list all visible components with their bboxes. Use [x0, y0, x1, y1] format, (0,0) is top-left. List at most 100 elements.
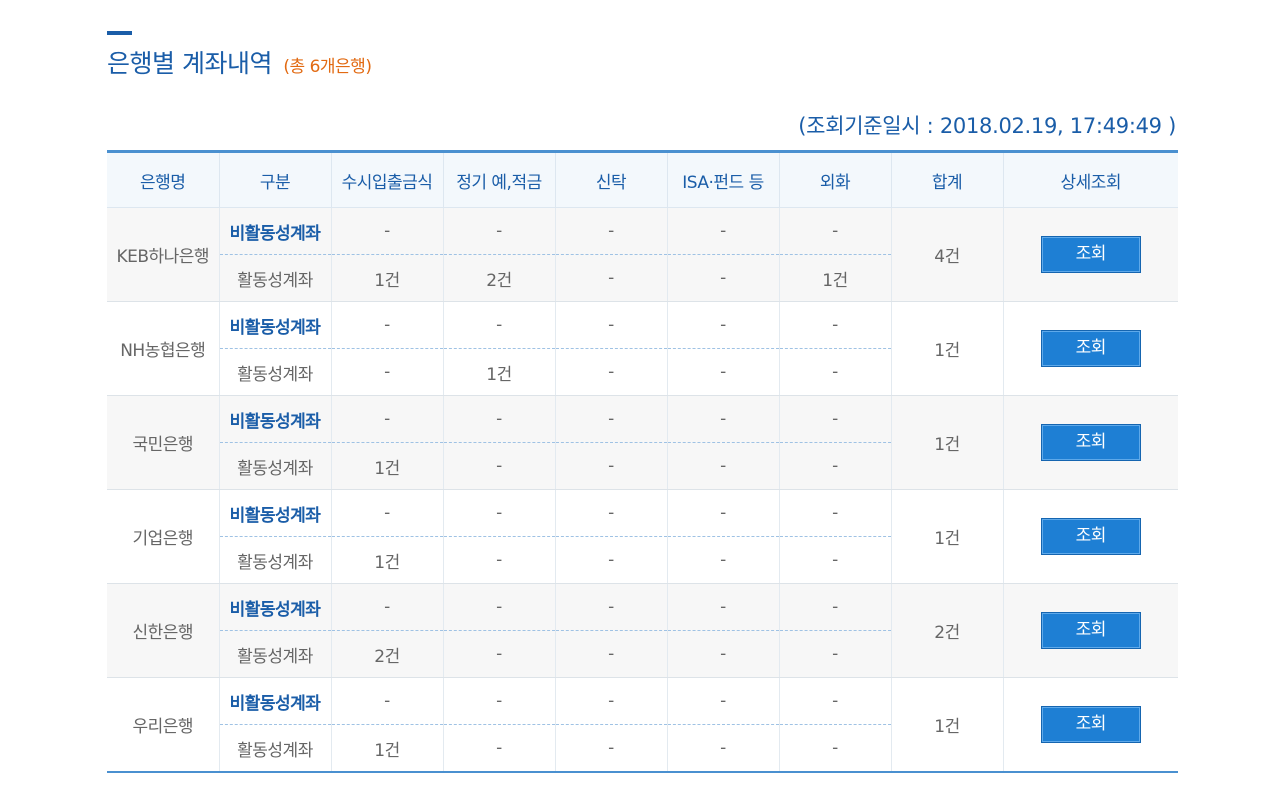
- bank-count-subtitle: (총 6개은행): [283, 57, 372, 77]
- category-inactive: 비활동성계좌: [219, 489, 332, 537]
- table-row: 활동성계좌 -1건 - - -: [107, 348, 1178, 396]
- account-table: 은행명 구분 수시입출금식 정기 예,적금 신탁 ISA·펀드 등 외화 합계 …: [107, 150, 1178, 773]
- inquiry-button[interactable]: 조회: [1040, 236, 1141, 273]
- detail-cell: 조회: [1003, 395, 1178, 490]
- cell-active-isa-fund: -: [667, 536, 780, 584]
- inquiry-button[interactable]: 조회: [1040, 706, 1141, 743]
- cell-active-isa-fund: -: [667, 348, 780, 396]
- cell-inactive-isa-fund: -: [667, 583, 780, 631]
- cell-active-demand: 2건: [331, 630, 444, 678]
- category-active: 활동성계좌: [219, 348, 332, 396]
- cell-inactive-deposit: -: [443, 489, 556, 537]
- cell-inactive-foreign: -: [779, 677, 892, 725]
- cell-active-foreign: -: [779, 724, 892, 773]
- cell-inactive-deposit: -: [443, 395, 556, 443]
- cell-active-demand: 1건: [331, 254, 444, 302]
- cell-active-trust: -: [555, 254, 668, 302]
- cell-active-deposit: -: [443, 724, 556, 773]
- cell-active-foreign: -: [779, 630, 892, 678]
- cell-inactive-demand: -: [331, 207, 444, 255]
- detail-cell: 조회: [1003, 583, 1178, 678]
- category-active: 활동성계좌: [219, 536, 332, 584]
- col-header-deposit: 정기 예,적금: [443, 150, 556, 208]
- inquiry-button[interactable]: 조회: [1040, 612, 1141, 649]
- cell-inactive-foreign: -: [779, 301, 892, 349]
- cell-inactive-isa-fund: -: [667, 677, 780, 725]
- col-header-demand: 수시입출금식: [331, 150, 444, 208]
- cell-inactive-demand: -: [331, 677, 444, 725]
- total-count: 1건: [891, 395, 1004, 490]
- category-inactive: 비활동성계좌: [219, 583, 332, 631]
- cell-active-isa-fund: -: [667, 724, 780, 773]
- cell-active-foreign: -: [779, 536, 892, 584]
- cell-inactive-demand: -: [331, 583, 444, 631]
- col-header-trust: 신탁: [555, 150, 668, 208]
- table-row: 활동성계좌 2건 - - - -: [107, 630, 1178, 678]
- cell-inactive-isa-fund: -: [667, 301, 780, 349]
- cell-active-deposit: -: [443, 630, 556, 678]
- cell-inactive-isa-fund: -: [667, 395, 780, 443]
- cell-inactive-trust: -: [555, 677, 668, 725]
- total-count: 1건: [891, 301, 1004, 396]
- cell-inactive-deposit: -: [443, 583, 556, 631]
- bank-name: NH농협은행: [107, 301, 220, 396]
- cell-active-deposit: -: [443, 442, 556, 490]
- cell-inactive-demand: -: [331, 489, 444, 537]
- cell-inactive-deposit: -: [443, 301, 556, 349]
- cell-active-isa-fund: -: [667, 442, 780, 490]
- category-inactive: 비활동성계좌: [219, 677, 332, 725]
- table-row: 우리은행 비활동성계좌 - - - - -1건 조회: [107, 677, 1178, 773]
- cell-inactive-isa-fund: -: [667, 207, 780, 255]
- cell-active-foreign: 1건: [779, 254, 892, 302]
- category-inactive: 비활동성계좌: [219, 207, 332, 255]
- category-active: 활동성계좌: [219, 630, 332, 678]
- detail-cell: 조회: [1003, 301, 1178, 396]
- cell-inactive-deposit: -: [443, 207, 556, 255]
- cell-inactive-foreign: -: [779, 395, 892, 443]
- table-row: 신한은행 비활동성계좌 - - - - -2건 조회: [107, 583, 1178, 678]
- category-active: 활동성계좌: [219, 724, 332, 773]
- cell-inactive-trust: -: [555, 395, 668, 443]
- category-inactive: 비활동성계좌: [219, 301, 332, 349]
- total-count: 4건: [891, 207, 1004, 302]
- category-inactive: 비활동성계좌: [219, 395, 332, 443]
- cell-active-isa-fund: -: [667, 630, 780, 678]
- inquiry-button[interactable]: 조회: [1040, 424, 1141, 461]
- detail-cell: 조회: [1003, 677, 1178, 773]
- cell-active-foreign: -: [779, 442, 892, 490]
- cell-active-demand: -: [331, 348, 444, 396]
- inquiry-timestamp: (조회기준일시 : 2018.02.19, 17:49:49 ): [798, 114, 1176, 138]
- cell-inactive-trust: -: [555, 489, 668, 537]
- inquiry-button[interactable]: 조회: [1040, 330, 1141, 367]
- bank-name: 우리은행: [107, 677, 220, 773]
- cell-inactive-foreign: -: [779, 207, 892, 255]
- cell-inactive-trust: -: [555, 301, 668, 349]
- col-header-category: 구분: [219, 150, 332, 208]
- cell-active-trust: -: [555, 348, 668, 396]
- cell-inactive-foreign: -: [779, 489, 892, 537]
- inquiry-button[interactable]: 조회: [1040, 518, 1141, 555]
- table-row: 활동성계좌 1건 - - - -: [107, 442, 1178, 490]
- cell-active-foreign: -: [779, 348, 892, 396]
- table-row: 활동성계좌 1건 - - - -: [107, 536, 1178, 584]
- cell-inactive-deposit: -: [443, 677, 556, 725]
- cell-inactive-foreign: -: [779, 583, 892, 631]
- bank-name: KEB하나은행: [107, 207, 220, 302]
- cell-active-trust: -: [555, 630, 668, 678]
- cell-active-deposit: 1건: [443, 348, 556, 396]
- page-title: 은행별 계좌내역 (총 6개은행): [107, 44, 372, 80]
- cell-inactive-trust: -: [555, 207, 668, 255]
- cell-inactive-trust: -: [555, 583, 668, 631]
- category-active: 활동성계좌: [219, 442, 332, 490]
- table-row: 국민은행 비활동성계좌 - - - - -1건 조회: [107, 395, 1178, 490]
- title-accent-bar: [107, 31, 132, 35]
- col-header-foreign: 외화: [779, 150, 892, 208]
- cell-active-deposit: -: [443, 536, 556, 584]
- detail-cell: 조회: [1003, 489, 1178, 584]
- table-row: NH농협은행 비활동성계좌 - - - - -1건 조회: [107, 301, 1178, 396]
- cell-active-trust: -: [555, 442, 668, 490]
- table-row: 기업은행 비활동성계좌 - - - - -1건 조회: [107, 489, 1178, 584]
- bank-name: 기업은행: [107, 489, 220, 584]
- cell-inactive-isa-fund: -: [667, 489, 780, 537]
- category-active: 활동성계좌: [219, 254, 332, 302]
